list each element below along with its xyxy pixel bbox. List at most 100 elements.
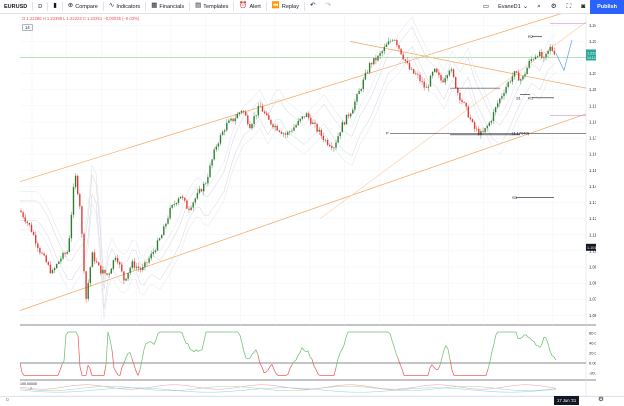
candle-body[interactable] <box>276 125 278 131</box>
candle-body[interactable] <box>333 147 335 149</box>
candle-body[interactable] <box>429 75 432 87</box>
candle-body[interactable] <box>278 130 280 132</box>
channel-upper-line[interactable] <box>19 5 587 182</box>
candles-layer[interactable] <box>20 37 573 303</box>
candle-body[interactable] <box>282 133 285 134</box>
candle-body[interactable] <box>37 243 39 249</box>
layout-name-button[interactable]: EvaneD1 ⌄ <box>494 3 532 11</box>
candle-body[interactable] <box>221 131 224 136</box>
candle-body[interactable] <box>421 81 423 82</box>
candle-body[interactable] <box>255 115 257 117</box>
candle-body[interactable] <box>20 210 22 213</box>
candle-body[interactable] <box>102 269 104 274</box>
candle-body[interactable] <box>154 250 157 252</box>
fullscreen-button[interactable]: ⛶ <box>562 0 577 14</box>
candle-body[interactable] <box>142 267 144 270</box>
candle-body[interactable] <box>177 198 180 203</box>
pivot-layer[interactable]: R2 R1 P (1.17049) S1 S3 <box>386 23 586 201</box>
candle-body[interactable] <box>200 189 203 192</box>
candle-body[interactable] <box>476 128 478 130</box>
candle-body[interactable] <box>463 101 465 103</box>
snapshot-button[interactable]: ◙ <box>576 0 590 14</box>
candle-body[interactable] <box>251 123 253 129</box>
candle-body[interactable] <box>146 262 148 263</box>
candle-body[interactable] <box>431 71 434 76</box>
candle-body[interactable] <box>213 149 215 160</box>
templates-button[interactable]: ▤ Templates <box>190 0 233 14</box>
candle-body[interactable] <box>238 112 241 115</box>
candle-body[interactable] <box>297 120 299 126</box>
compare-button[interactable]: ⊕ Compare <box>63 0 103 14</box>
candle-body[interactable] <box>322 135 325 141</box>
publish-button[interactable]: Publish <box>590 0 624 14</box>
candle-body[interactable] <box>425 87 427 89</box>
candle-body[interactable] <box>358 90 360 95</box>
replay-button[interactable]: ⏪ Replay <box>267 0 304 14</box>
candle-body[interactable] <box>49 264 52 274</box>
candle-body[interactable] <box>74 175 77 188</box>
candle-body[interactable] <box>524 74 526 77</box>
candle-body[interactable] <box>56 263 58 269</box>
candle-body[interactable] <box>266 113 268 116</box>
candle-body[interactable] <box>100 265 102 274</box>
candle-body[interactable] <box>205 183 207 184</box>
candle-body[interactable] <box>308 113 310 118</box>
candle-body[interactable] <box>551 46 553 51</box>
candle-body[interactable] <box>247 115 249 124</box>
projection-arrow[interactable] <box>555 39 573 72</box>
candle-body[interactable] <box>22 212 24 218</box>
candle-body[interactable] <box>284 133 287 135</box>
candle-body[interactable] <box>318 129 320 132</box>
timeframe-selector[interactable]: D <box>6 397 9 402</box>
candle-body[interactable] <box>190 207 192 210</box>
candle-body[interactable] <box>400 48 402 55</box>
candle-body[interactable] <box>217 143 220 147</box>
candle-body[interactable] <box>303 116 306 117</box>
candle-body[interactable] <box>534 56 537 60</box>
candle-body[interactable] <box>274 125 276 128</box>
candle-body[interactable] <box>478 128 480 135</box>
candle-body[interactable] <box>440 75 442 81</box>
candle-body[interactable] <box>184 197 186 201</box>
candle-body[interactable] <box>471 119 474 123</box>
candle-body[interactable] <box>158 238 161 241</box>
candle-body[interactable] <box>354 101 356 110</box>
candle-body[interactable] <box>450 69 453 71</box>
candle-body[interactable] <box>415 73 417 75</box>
candle-body[interactable] <box>488 122 490 126</box>
candle-body[interactable] <box>331 146 333 149</box>
candle-body[interactable] <box>62 252 64 259</box>
candle-body[interactable] <box>417 74 419 75</box>
candle-body[interactable] <box>77 175 79 194</box>
candle-body[interactable] <box>356 94 358 102</box>
study-legend[interactable]: 14 <box>22 24 33 31</box>
candle-body[interactable] <box>135 266 138 268</box>
candle-body[interactable] <box>438 72 440 76</box>
candle-body[interactable] <box>93 252 96 262</box>
candle-body[interactable] <box>289 131 291 133</box>
candle-body[interactable] <box>350 113 352 117</box>
candle-body[interactable] <box>203 183 205 192</box>
candle-body[interactable] <box>129 267 131 273</box>
candle-body[interactable] <box>257 105 259 116</box>
candle-body[interactable] <box>345 114 348 125</box>
candle-body[interactable] <box>219 135 222 144</box>
candle-body[interactable] <box>448 70 451 76</box>
candle-body[interactable] <box>404 59 406 61</box>
candle-body[interactable] <box>329 144 331 147</box>
candle-body[interactable] <box>419 74 421 82</box>
candle-body[interactable] <box>47 262 49 265</box>
candle-body[interactable] <box>133 261 136 268</box>
candle-body[interactable] <box>473 122 476 129</box>
candle-body[interactable] <box>228 120 230 123</box>
candle-body[interactable] <box>518 72 520 81</box>
candle-body[interactable] <box>444 78 446 83</box>
candle-body[interactable] <box>532 59 535 60</box>
log-scale-toggle[interactable]: ⚙ <box>598 396 604 404</box>
interval-button[interactable]: D <box>33 0 47 14</box>
candle-body[interactable] <box>173 204 175 205</box>
candle-body[interactable] <box>156 240 159 251</box>
candle-body[interactable] <box>224 130 226 132</box>
candle-body[interactable] <box>188 208 190 210</box>
candle-body[interactable] <box>70 214 73 239</box>
